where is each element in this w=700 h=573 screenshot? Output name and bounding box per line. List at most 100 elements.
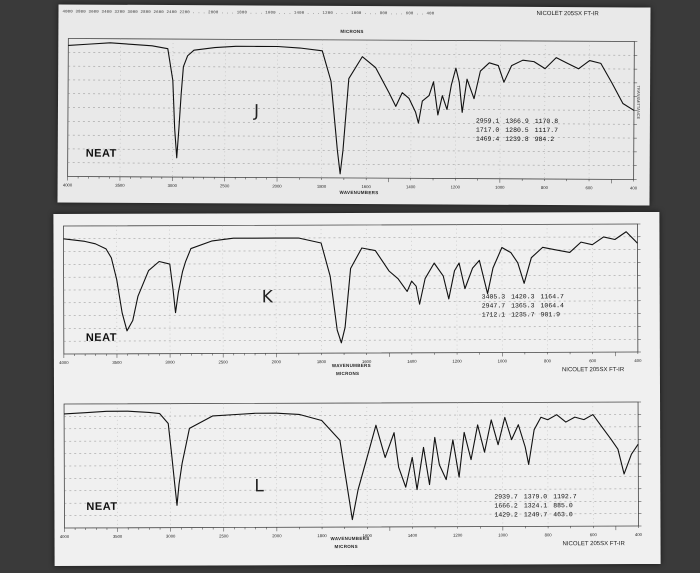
peak-value: 1429.2 [494, 511, 518, 519]
spectrum-sheet-j: 4000 3500 3000 2500 2000 1800 1600 1400 1200 1000… [57, 4, 651, 206]
grid-line [63, 262, 638, 265]
peak-value: 1235.7 [511, 311, 535, 319]
x-tick-label: 800 [544, 358, 552, 363]
peak-value: 2959.1 [475, 117, 500, 125]
sample-state-label: NEAT [86, 500, 118, 513]
x-tick-label: 1200 [451, 185, 461, 190]
x-axis-title: WAVENUMBERS [331, 362, 371, 369]
plot-frame [67, 38, 635, 180]
x-tick-label: 2000 [272, 359, 282, 364]
x-tick-label: 1200 [452, 359, 462, 364]
grid-line [224, 39, 226, 178]
peak-value: 1712.1 [481, 311, 506, 319]
peak-value: 1164.7 [540, 293, 564, 301]
grid-line [455, 40, 457, 179]
grid-line [588, 41, 590, 180]
peak-value: 885.0 [553, 502, 573, 510]
grid-line [64, 476, 639, 479]
peak-value: 1666.2 [494, 502, 518, 510]
x-tick-label: 400 [630, 185, 638, 190]
grid-line [68, 52, 635, 56]
x-axis-title: WAVENUMBERS [330, 535, 370, 542]
x-tick-label: 800 [545, 532, 553, 537]
grid-line [410, 40, 412, 179]
spectrum-l: 4000 3500 3000 2500 2000 1800 1600 1400 1200 1000… [60, 401, 643, 539]
x-tick-label: 3000 [168, 183, 178, 188]
x-tick-label: 4000 [59, 360, 69, 365]
x-tick-label: 1600 [363, 533, 373, 538]
sample-state-label: NEAT [85, 331, 117, 344]
x-tick-label: 800 [541, 185, 549, 190]
peak-value: 984.2 [534, 135, 555, 144]
peak-value: 1324.1 [523, 502, 548, 510]
x-tick-label: 2500 [219, 359, 229, 364]
peak-value: 1420.3 [511, 293, 535, 301]
grid-line [63, 275, 638, 278]
micron-axis-title: MICRONS [340, 28, 364, 35]
grid-line [544, 40, 546, 179]
grid-line [67, 121, 634, 125]
x-tick-label: 1200 [453, 533, 463, 538]
peak-value: 1469.4 [475, 135, 500, 143]
sample-letter: L [254, 476, 264, 497]
x-tick-label: 3000 [166, 534, 176, 539]
x-tick-label: 1400 [408, 533, 418, 538]
peak-value: 3405.3 [481, 293, 506, 301]
side-label: TRANSMITTANCE [635, 85, 642, 120]
grid-line [276, 39, 278, 178]
x-tick-label: 1000 [495, 185, 505, 190]
x-tick-label: 3500 [112, 360, 122, 365]
x-tick-label: 1000 [498, 532, 508, 537]
x-tick-label: 1000 [498, 358, 508, 363]
peak-value: 1117.7 [534, 126, 559, 135]
peak-value: 463.0 [553, 511, 573, 519]
x-tick-label: 2500 [220, 183, 230, 188]
grid-line [68, 93, 635, 97]
grid-line [64, 451, 639, 454]
grid-line [63, 313, 638, 316]
grid-line [499, 40, 501, 179]
x-tick-label: 1800 [317, 359, 327, 364]
peak-value: 1064.4 [540, 302, 564, 310]
grid-line [68, 79, 635, 84]
micron-axis-title: MICRONS [334, 543, 358, 550]
spectrum-line [68, 42, 635, 175]
x-tick-label: 2000 [272, 184, 282, 189]
grid-line [63, 339, 638, 342]
grid-line [64, 426, 639, 430]
grid-line [67, 148, 634, 153]
peak-value: 1280.5 [505, 126, 529, 134]
x-tick-label: 400 [634, 358, 642, 363]
grid-line [63, 300, 638, 304]
x-tick-label: 1400 [406, 184, 416, 189]
grid-line [64, 414, 639, 417]
spectrum-j: 4000 3500 3000 2500 2000 1800 1600 1400 1200 1000… [63, 38, 638, 190]
spectrum-sheet-kl: 4000 3500 3000 2500 2000 1800 1600 1400 1200 1000… [53, 211, 661, 567]
grid-line [68, 65, 635, 70]
peak-value: 1192.7 [553, 493, 577, 501]
peak-value: 901.9 [540, 311, 561, 319]
peak-table: 2959.1 1366.9 1170.8 1717.0 1280.5 1117.7 1469… [476, 117, 558, 144]
grid-line [64, 439, 639, 442]
peak-table: 2939.7 1379.0 1192.7 1666.2 1324.1 885.0 1429.… [494, 492, 576, 519]
spectrum-plot-j: 4000 3500 3000 2500 2000 1800 1600 1400 1200 1000… [63, 38, 638, 190]
grid-line [64, 463, 639, 467]
sample-letter: K [261, 287, 273, 308]
grid-line [321, 39, 323, 178]
peak-value: 1170.8 [534, 117, 559, 126]
grid-line [63, 326, 638, 329]
x-tick-label: 600 [589, 358, 597, 363]
x-tick-label: 1600 [361, 184, 371, 189]
x-tick-label: 4000 [60, 534, 70, 539]
peak-value: 1717.0 [475, 126, 500, 134]
x-tick-label: 3000 [165, 360, 175, 365]
spectrum-line [63, 231, 638, 344]
peak-value: 1379.0 [523, 493, 548, 501]
grid-line [63, 236, 638, 240]
sample-letter: J [253, 101, 260, 122]
x-tick-label: 3500 [115, 183, 125, 188]
grid-line [64, 501, 639, 504]
grid-line [63, 249, 638, 252]
spectrum-plot-kl: 4000 3500 3000 2500 2000 1800 1600 1400 1200 1000… [59, 223, 643, 539]
instrument-label: NICOLET 205SX FT-IR [561, 367, 625, 374]
